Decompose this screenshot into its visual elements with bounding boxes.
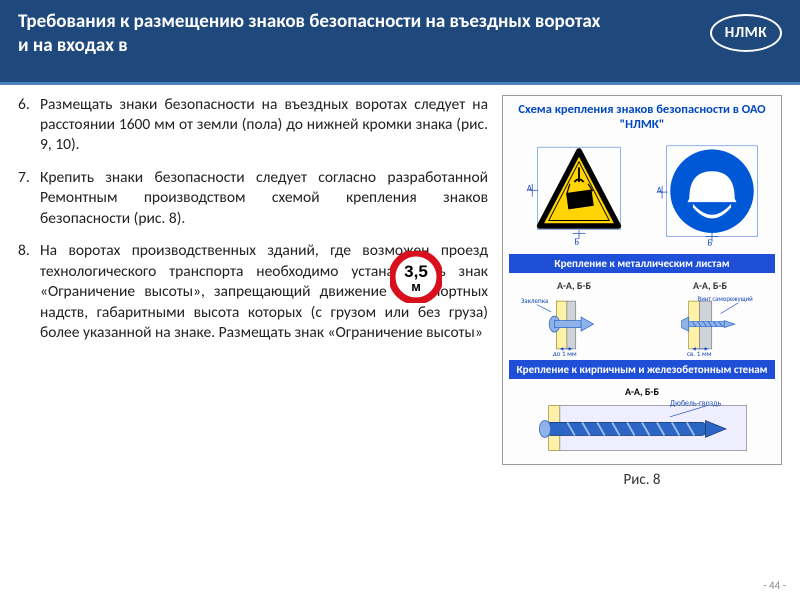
screw-detail: А-А, Б-Б Винт саморежущий <box>645 279 775 356</box>
svg-text:Винт саморежущий: Винт саморежущий <box>698 295 754 303</box>
scheme-bar-wall: Крепление к кирпичным и железобетонным с… <box>509 360 775 379</box>
section-label: А-А, Б-Б <box>645 279 775 292</box>
list-item: 8. На воротах производственных зданий, г… <box>18 241 488 343</box>
page-number: - 44 - <box>763 579 786 592</box>
rivet-cross-section-icon: Заклепка до 1 мм <box>514 294 634 356</box>
mounting-scheme-figure: Схема крепления знаков безопасности в ОА… <box>502 95 782 465</box>
list-item: 6. Размещать знаки безопасности на въезд… <box>18 95 488 156</box>
signs-row: А Б А Б <box>509 138 775 248</box>
scheme-column: Схема крепления знаков безопасности в ОА… <box>502 95 782 489</box>
rivet-label: Заклепка <box>521 295 548 304</box>
warning-sign-triangle-icon: А Б <box>514 138 644 248</box>
svg-text:св. 1 мм: св. 1 мм <box>687 349 712 356</box>
svg-text:А: А <box>526 183 532 194</box>
scheme-bar-metal: Крепление к металлическим листам <box>509 254 775 273</box>
scheme-title: Схема крепления знаков безопасности в ОА… <box>509 102 775 132</box>
list-item-text: Размещать знаки безопасности на въездных… <box>40 95 488 156</box>
wall-fastening-row: А-А, Б-Б Дюбель-гвоздь <box>509 385 775 456</box>
screw-cross-section-icon: Винт саморежущий св. 1 мм <box>650 294 770 356</box>
svg-text:до 1 мм: до 1 мм <box>553 349 577 356</box>
requirements-list: 6. Размещать знаки безопасности на въезд… <box>18 95 488 489</box>
nlmk-logo-text: НЛМК <box>710 14 782 52</box>
section-label: А-А, Б-Б <box>509 279 639 292</box>
list-item-text: На воротах производственных зданий, где … <box>40 241 488 343</box>
metal-fastening-row: А-А, Б-Б Заклепка до 1 <box>509 279 775 356</box>
mandatory-sign-helmet-icon: А Б <box>653 138 771 248</box>
nlmk-logo: НЛМК <box>710 14 782 52</box>
list-item-text: Крепить знаки безопасности следует согла… <box>40 168 488 229</box>
list-item-number: 7. <box>18 168 40 229</box>
svg-text:м: м <box>411 279 421 294</box>
list-item: 7. Крепить знаки безопасности следует со… <box>18 168 488 229</box>
slide-title: Требования к размещению знаков безопасно… <box>18 10 608 58</box>
rivet-detail: А-А, Б-Б Заклепка до 1 <box>509 279 639 356</box>
dowel-cross-section-icon: Дюбель-гвоздь <box>522 400 762 456</box>
slide-header: Требования к размещению знаков безопасно… <box>0 0 800 82</box>
figure-caption: Рис. 8 <box>502 471 782 489</box>
list-item-number: 8. <box>18 241 40 343</box>
content-area: 6. Размещать знаки безопасности на въезд… <box>0 85 800 489</box>
list-item-number: 6. <box>18 95 40 156</box>
height-limit-sign-icon: 3,5 м <box>390 251 442 303</box>
section-label: А-А, Б-Б <box>509 385 775 398</box>
svg-text:Дюбель-гвоздь: Дюбель-гвоздь <box>670 400 721 409</box>
